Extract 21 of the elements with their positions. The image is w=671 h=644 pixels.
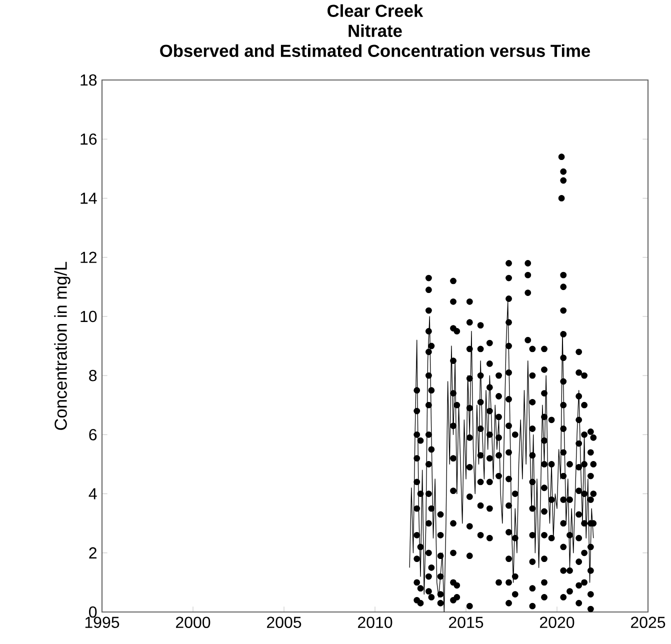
x-tick-label: 1995 — [85, 616, 120, 628]
x-tick-label: 2010 — [358, 616, 392, 628]
chart-title: Clear Creek — [328, 4, 424, 17]
x-tick-label: 2020 — [540, 616, 574, 628]
y-tick-label: 8 — [89, 370, 97, 382]
x-tick-label: 2000 — [176, 616, 210, 628]
y-tick-label: 10 — [80, 310, 97, 322]
x-tick-label: 2025 — [631, 616, 666, 628]
y-tick-label: 4 — [88, 488, 97, 500]
y-tick-label: 12 — [80, 252, 96, 263]
y-tick-label: 2 — [89, 547, 96, 558]
y-tick-label: 14 — [80, 192, 97, 204]
x-tick-label: 2015 — [449, 616, 484, 628]
y-tick-label: 16 — [80, 133, 97, 145]
y-axis-title: Concentration in mg/L — [54, 262, 70, 430]
chart-subtitle: Nitrate — [348, 24, 402, 37]
text: Observed and Estimated Concentration versus Time — [160, 44, 590, 57]
y-tick-label: 18 — [80, 74, 97, 86]
x-tick-label: 2005 — [267, 616, 302, 628]
y-tick-label: 0 — [89, 606, 97, 618]
y-tick-label: 6 — [89, 429, 97, 440]
